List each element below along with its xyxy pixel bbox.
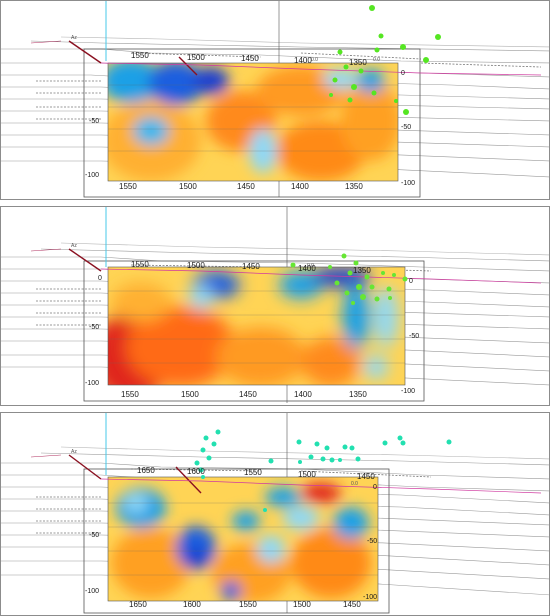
bottom-scale-label: 1450 bbox=[343, 600, 361, 609]
dashed-strata bbox=[36, 468, 432, 534]
fault-traces bbox=[30, 454, 542, 494]
right-depth-label: -50 bbox=[367, 538, 377, 545]
top-scale-label: 1450 bbox=[242, 262, 260, 271]
bottom-scale-label: 1500 bbox=[179, 182, 197, 191]
svg-text:0.0: 0.0 bbox=[351, 481, 358, 487]
top-scale-label: 1350 bbox=[353, 266, 371, 275]
dashed-strata bbox=[36, 52, 542, 120]
bottom-scale-label: 1350 bbox=[349, 390, 367, 399]
top-scale-label: 1350 bbox=[349, 58, 367, 67]
bottom-scale-label: 1500 bbox=[293, 600, 311, 609]
top-scale-label: 1450 bbox=[241, 54, 259, 63]
bottom-scale-label: 1550 bbox=[119, 182, 137, 191]
plot-frame bbox=[83, 260, 425, 402]
top-scale-label: 1500 bbox=[187, 53, 205, 62]
bottom-scale-label: 1550 bbox=[239, 600, 257, 609]
event-markers bbox=[194, 429, 452, 512]
right-depth-label: 0 bbox=[401, 70, 405, 77]
bottom-scale-label: 1650 bbox=[129, 600, 147, 609]
top-scale-label: 1500 bbox=[187, 261, 205, 270]
left-depth-label: -100 bbox=[85, 588, 99, 595]
velocity-heatmap bbox=[108, 267, 405, 385]
right-depth-label: -50 bbox=[409, 333, 419, 340]
section-figure-1: Az 0.0 0.0 1550 1500 1450 1400 1350 1550 1… bbox=[1, 1, 549, 198]
event-markers bbox=[290, 253, 408, 305]
svg-text:0.0: 0.0 bbox=[373, 57, 380, 63]
top-scale-label: 1450 bbox=[357, 472, 375, 481]
top-scale-label: 1600 bbox=[187, 467, 205, 476]
event-markers bbox=[329, 5, 441, 115]
top-scale-label: 1400 bbox=[298, 264, 316, 273]
bottom-scale-label: 1400 bbox=[291, 182, 309, 191]
section-panel-1: Az 0.0 0.0 1550 1500 1450 1400 1350 1550 1… bbox=[0, 0, 550, 200]
bottom-scale-label: 1450 bbox=[239, 390, 257, 399]
top-scale-label: 1650 bbox=[137, 466, 155, 475]
left-depth-label: -50 bbox=[89, 324, 99, 331]
fault-traces bbox=[30, 40, 542, 76]
left-depth-label: 0 bbox=[98, 275, 102, 282]
section-panel-3: Az 0.0 1650 1600 1550 1500 1450 1650 1600… bbox=[0, 412, 550, 616]
svg-text:0.0: 0.0 bbox=[307, 263, 314, 269]
section-figure-3: Az 0.0 1650 1600 1550 1500 1450 1650 1600… bbox=[1, 413, 549, 614]
tiny-annotations: Az 0.0 0.0 bbox=[71, 35, 380, 63]
right-depth-label: -100 bbox=[401, 180, 415, 187]
right-depth-label: -50 bbox=[401, 124, 411, 131]
top-scale-label: 1500 bbox=[298, 470, 316, 479]
top-scale-label: 1550 bbox=[131, 260, 149, 269]
top-scale-label: 1400 bbox=[294, 56, 312, 65]
plot-frame bbox=[83, 48, 421, 198]
bottom-scale-label: 1400 bbox=[294, 390, 312, 399]
tiny-annotations: Az 0.0 bbox=[71, 243, 314, 269]
left-depth-label: -50 bbox=[89, 118, 99, 125]
bottom-scale-label: 1450 bbox=[237, 182, 255, 191]
svg-text:Az: Az bbox=[71, 243, 77, 249]
top-scale-label: 1550 bbox=[131, 51, 149, 60]
bottom-scale-label: 1550 bbox=[121, 390, 139, 399]
right-depth-label: 0 bbox=[409, 278, 413, 285]
right-depth-label: -100 bbox=[363, 594, 377, 601]
top-scale-label: 1550 bbox=[244, 468, 262, 477]
tiny-annotations: Az 0.0 bbox=[71, 449, 358, 487]
bottom-scale-label: 1350 bbox=[345, 182, 363, 191]
bottom-scale-label: 1600 bbox=[183, 600, 201, 609]
plot-frame bbox=[83, 468, 390, 614]
left-depth-label: -100 bbox=[85, 172, 99, 179]
right-depth-label: 0 bbox=[373, 484, 377, 491]
section-figure-2: Az 0.0 1550 1500 1450 1400 1350 1550 1500… bbox=[1, 207, 549, 403]
svg-text:Az: Az bbox=[71, 35, 77, 41]
section-panel-2: Az 0.0 1550 1500 1450 1400 1350 1550 1500… bbox=[0, 206, 550, 406]
velocity-heatmap bbox=[108, 63, 398, 181]
svg-text:Az: Az bbox=[71, 449, 77, 455]
velocity-heatmap bbox=[108, 477, 378, 601]
right-depth-label: -100 bbox=[401, 388, 415, 395]
left-depth-label: -50 bbox=[89, 532, 99, 539]
left-depth-label: -100 bbox=[85, 380, 99, 387]
svg-text:0.0: 0.0 bbox=[311, 57, 318, 63]
bottom-scale-label: 1500 bbox=[181, 390, 199, 399]
fault-traces bbox=[30, 248, 542, 284]
